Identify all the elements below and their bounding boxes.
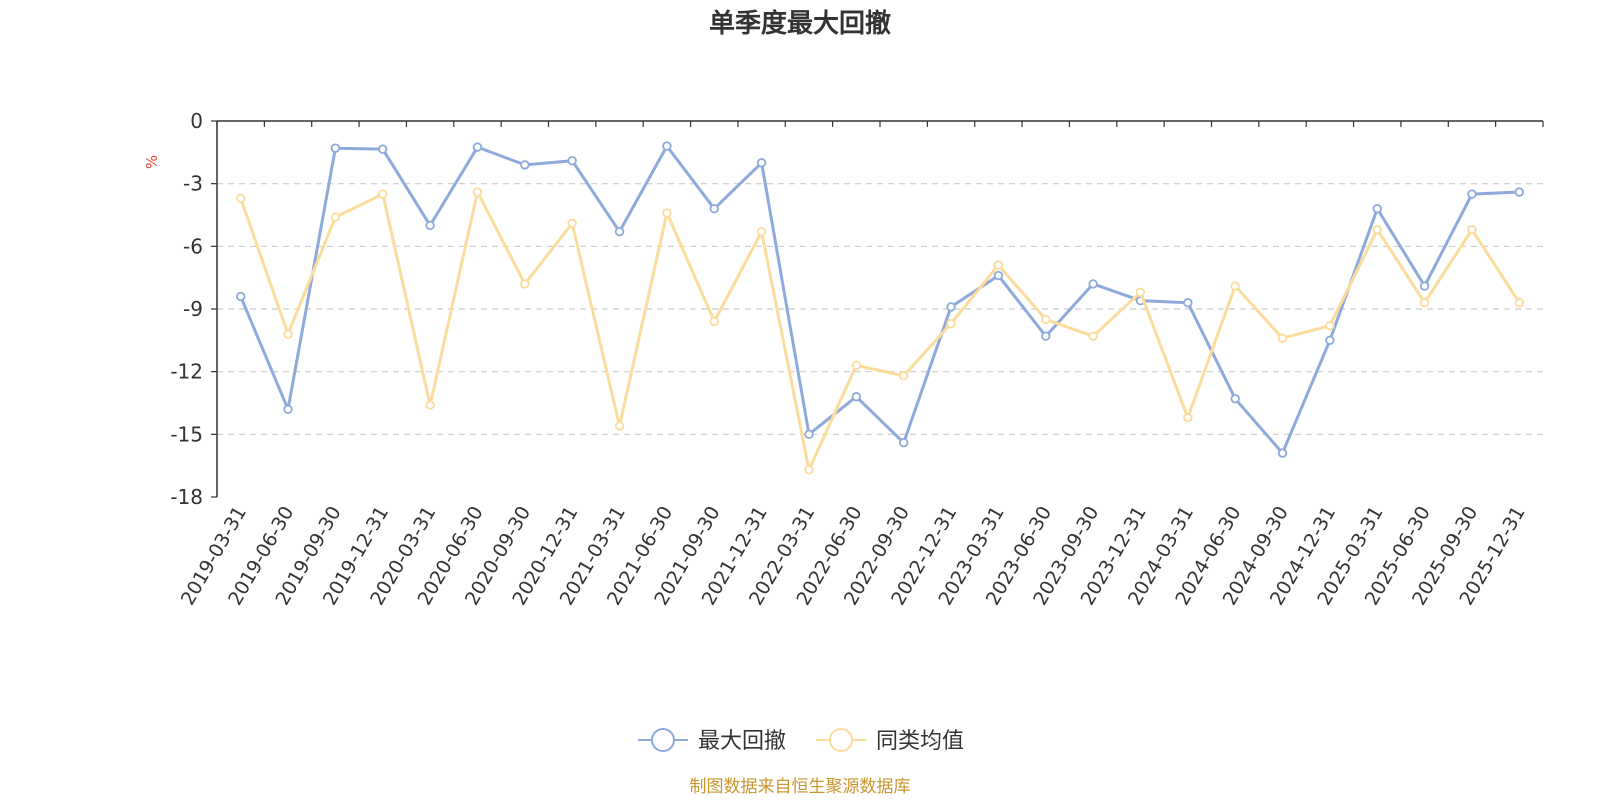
data-point <box>378 189 388 199</box>
series-2 <box>235 187 1525 475</box>
data-point <box>662 141 672 151</box>
data-source-note: 制图数据来自恒生聚源数据库 <box>690 777 911 797</box>
data-point <box>804 429 814 440</box>
data-point <box>709 316 719 327</box>
data-point <box>993 270 1004 281</box>
data-point <box>330 212 341 222</box>
data-point <box>1277 448 1288 458</box>
data-point <box>1325 335 1335 346</box>
chart-title: 单季度最大回撤 <box>709 8 891 39</box>
data-point <box>1372 224 1382 235</box>
data-point <box>756 227 767 237</box>
y-tick-label: -9 <box>183 297 203 321</box>
y-tick-label: 0 <box>190 109 203 133</box>
legend-circle-marker <box>829 728 853 752</box>
grid-lines <box>217 183 1543 435</box>
data-point <box>1230 281 1240 291</box>
y-tick-label: -15 <box>170 422 203 446</box>
y-axis-unit-label: % <box>143 155 161 169</box>
data-point <box>946 318 956 329</box>
data-point <box>1088 279 1098 289</box>
y-tick-labels: 0 -3 -6 -9 -12 -15 -18 <box>170 109 203 509</box>
data-point <box>520 279 530 289</box>
data-point <box>1041 314 1051 325</box>
legend-item[interactable]: 同类均值 <box>816 728 964 754</box>
data-point <box>283 329 293 339</box>
data-point <box>898 437 909 448</box>
data-point <box>378 144 388 154</box>
data-point <box>662 208 672 218</box>
y-tick-label: -6 <box>183 234 203 258</box>
data-point <box>1277 333 1288 343</box>
data-point <box>709 204 719 214</box>
data-point <box>1230 394 1240 404</box>
legend-label: 最大回撤 <box>698 729 786 754</box>
data-point <box>567 218 577 229</box>
data-point <box>283 404 293 414</box>
series-line <box>239 144 1520 455</box>
data-point <box>235 193 246 203</box>
legend-label: 同类均值 <box>876 729 964 754</box>
y-tick-label: -3 <box>183 172 203 196</box>
data-point <box>1372 204 1382 214</box>
data-point <box>1325 321 1335 331</box>
y-tick-label: -12 <box>170 360 203 384</box>
series-1 <box>235 141 1525 458</box>
legend-item[interactable]: 最大回撤 <box>638 728 786 754</box>
data-point <box>1467 189 1477 199</box>
data-point <box>472 187 483 197</box>
data-point <box>330 143 341 153</box>
series-line <box>239 190 1521 472</box>
data-point <box>614 227 625 237</box>
data-point <box>1467 224 1477 235</box>
y-tick-label: -18 <box>170 485 203 509</box>
data-point <box>804 465 814 475</box>
data-point <box>472 142 483 152</box>
data-point <box>756 158 767 168</box>
data-point <box>1514 187 1525 197</box>
legend[interactable]: 最大回撤 同类均值 <box>638 728 964 754</box>
data-point <box>1514 298 1525 308</box>
data-point <box>851 392 862 402</box>
data-point <box>425 220 435 231</box>
legend-circle-marker <box>651 728 675 752</box>
data-point <box>235 291 246 302</box>
x-tick-labels: 2019-03-312019-06-302019-09-302019-12-31… <box>177 502 1530 609</box>
data-point <box>993 260 1004 270</box>
data-point <box>1419 298 1430 308</box>
data-point <box>1183 298 1193 308</box>
data-point <box>1419 281 1430 291</box>
data-point <box>567 155 577 166</box>
data-point <box>614 421 625 431</box>
data-point <box>1088 331 1098 341</box>
data-point <box>1183 412 1193 423</box>
data-point <box>425 400 435 410</box>
data-point <box>898 371 909 381</box>
data-point <box>946 302 956 312</box>
axes <box>211 120 1544 498</box>
data-point <box>851 360 862 371</box>
data-point <box>1135 287 1146 297</box>
data-point <box>1041 331 1051 341</box>
data-point <box>520 160 530 170</box>
series-lines <box>235 141 1525 475</box>
